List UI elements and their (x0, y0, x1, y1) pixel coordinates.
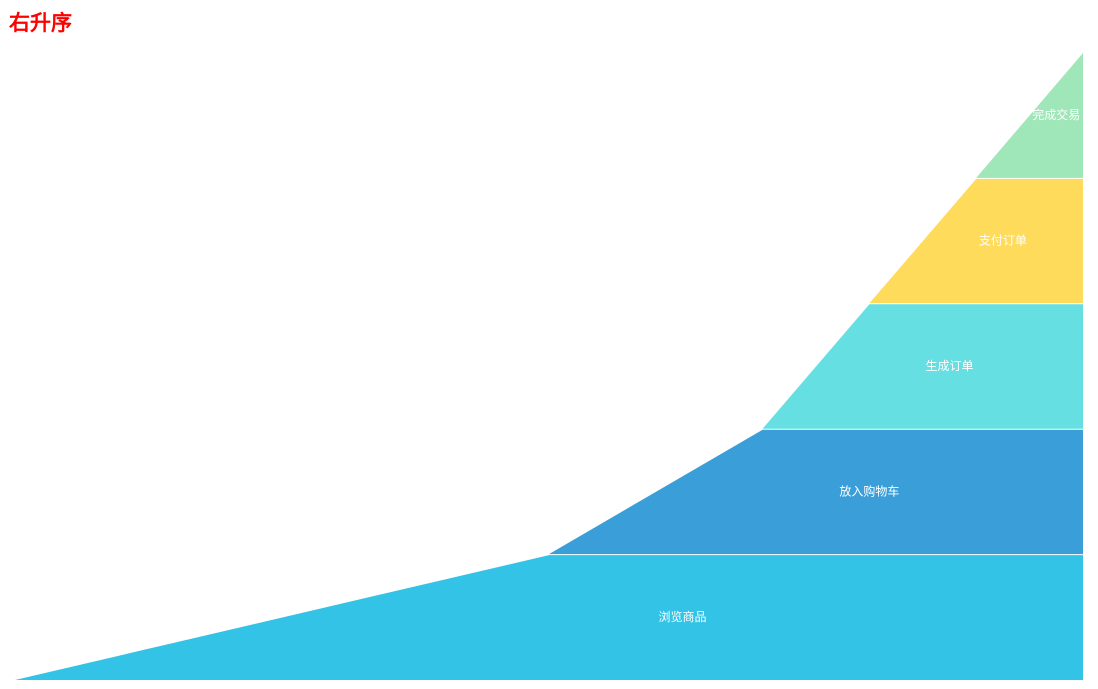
funnel-segment[interactable] (976, 53, 1083, 178)
funnel-segment[interactable] (762, 304, 1083, 429)
chart-title: 右升序 (9, 11, 72, 35)
funnel-segment-label: 放入购物车 (839, 483, 899, 498)
funnel-segment-label: 支付订单 (979, 234, 1027, 248)
funnel-segment[interactable] (15, 555, 1083, 680)
funnel-segment[interactable] (549, 429, 1083, 555)
funnel-segment-label: 生成订单 (925, 359, 973, 373)
funnel-segment[interactable] (869, 178, 1083, 304)
funnel-segment-label: 浏览商品 (658, 609, 706, 624)
funnel-segment-label: 完成交易 (1032, 107, 1080, 122)
